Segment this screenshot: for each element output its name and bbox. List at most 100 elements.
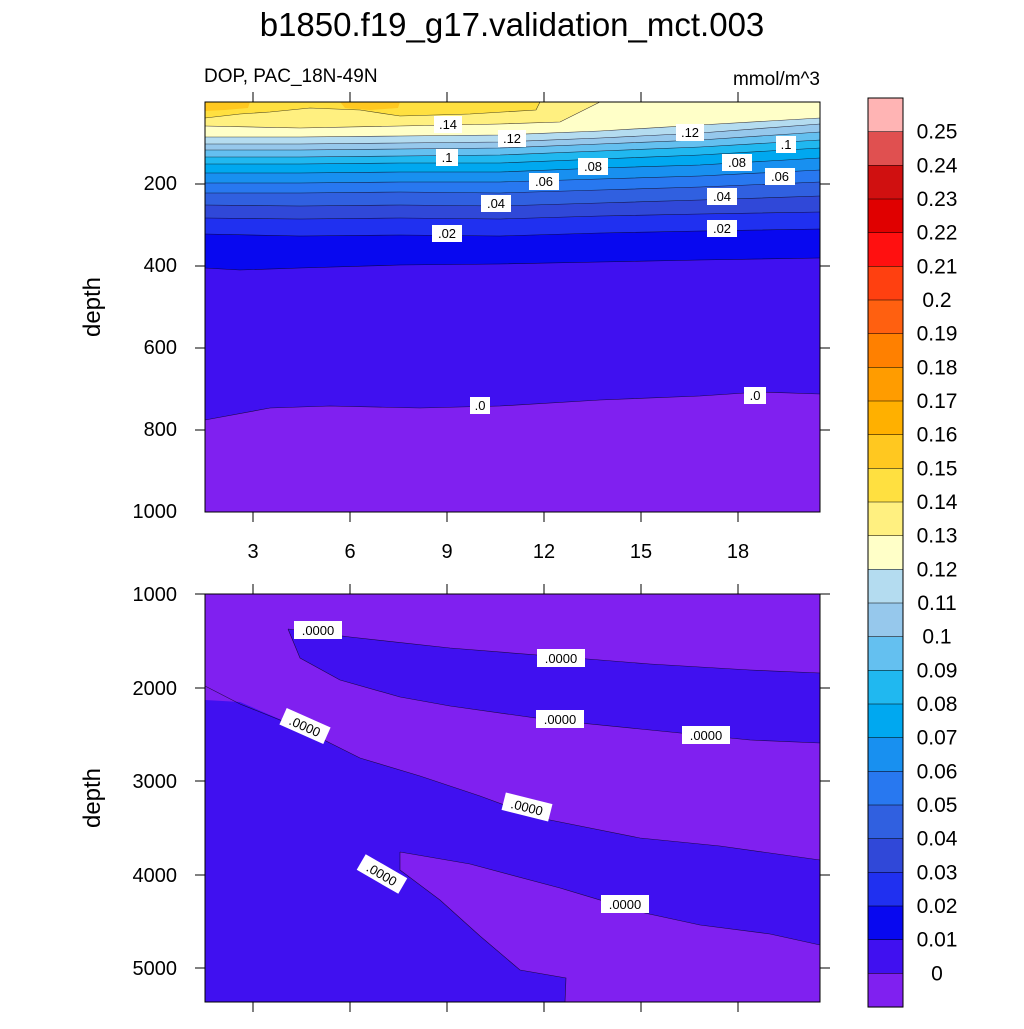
colorbar-label: 0.14 bbox=[917, 491, 958, 514]
ytick-label: 400 bbox=[144, 255, 177, 277]
colorbar-label: 0.06 bbox=[917, 760, 958, 783]
colorbar-label: 0.21 bbox=[917, 255, 958, 278]
colorbar-swatch bbox=[867, 905, 904, 941]
colorbar-label: 0.17 bbox=[917, 390, 958, 413]
svg-text:.1: .1 bbox=[781, 137, 792, 152]
contour-label: .0000 bbox=[294, 621, 342, 639]
ytick-label: 3000 bbox=[133, 771, 178, 793]
top-contour-labels: .14 .12 .12 .1 .1 .08 .08 .06 .06 .04 .0… bbox=[432, 116, 796, 414]
colorbar-swatch bbox=[867, 165, 904, 200]
colorbar-swatch bbox=[867, 266, 904, 301]
band-0.01 bbox=[205, 258, 820, 420]
svg-text:.0: .0 bbox=[750, 388, 761, 403]
colorbar-label: 0 bbox=[931, 962, 943, 985]
ytick-label: 1000 bbox=[133, 501, 178, 523]
colorbar-swatch bbox=[867, 367, 904, 402]
top-axes: depth 200 400 600 800 1000 3 6 9 12 15 1… bbox=[79, 92, 830, 563]
colorbar-swatch bbox=[867, 468, 904, 503]
svg-text:.0000: .0000 bbox=[302, 623, 335, 638]
top-units-label: mmol/m^3 bbox=[733, 69, 820, 90]
colorbar-swatch bbox=[867, 804, 904, 840]
colorbar-label: 0.01 bbox=[917, 929, 958, 952]
chart-title: b1850.f19_g17.validation_mct.003 bbox=[260, 6, 765, 43]
colorbar-swatch bbox=[867, 535, 904, 570]
contour-label: .04 bbox=[481, 195, 511, 212]
colorbar-label: 0.15 bbox=[917, 457, 958, 480]
colorbar-swatch bbox=[867, 333, 904, 368]
band-0.06 bbox=[205, 170, 820, 193]
contour-label: .1 bbox=[436, 149, 458, 166]
band-0.10 bbox=[205, 132, 820, 157]
colorbar-label: 0.16 bbox=[917, 424, 958, 447]
contour-label: .08 bbox=[578, 158, 608, 175]
contour-label: .08 bbox=[722, 154, 752, 171]
colorbar-label: 0.04 bbox=[917, 828, 958, 851]
svg-text:.02: .02 bbox=[713, 221, 731, 236]
contour-label: .0 bbox=[744, 387, 766, 404]
contour-label: .02 bbox=[432, 225, 462, 242]
colorbar-label: 0.05 bbox=[917, 794, 958, 817]
ytick-label: 600 bbox=[144, 337, 177, 359]
svg-text:.06: .06 bbox=[771, 169, 789, 184]
contour-label: .0000 bbox=[682, 726, 730, 744]
band-0.09 bbox=[205, 140, 820, 164]
band-0.02 bbox=[205, 229, 820, 270]
bottom-plot-frame bbox=[204, 593, 821, 1003]
contour-label: .0000 bbox=[537, 649, 585, 667]
contour-label: .1 bbox=[776, 136, 796, 153]
colorbar-swatch bbox=[867, 198, 904, 234]
colorbar-swatch bbox=[867, 838, 904, 873]
svg-text:.0: .0 bbox=[475, 398, 486, 413]
svg-text:.0000: .0000 bbox=[609, 897, 642, 912]
colorbar-label: 0.2 bbox=[922, 289, 951, 312]
bottom-contour-labels: .0000 .0000 .0000 .0000 .0000 .0000 .000… bbox=[279, 621, 730, 913]
band-0.16b bbox=[340, 102, 400, 110]
band-0.03 bbox=[205, 212, 820, 236]
svg-text:.06: .06 bbox=[535, 174, 553, 189]
svg-text:.04: .04 bbox=[713, 189, 731, 204]
svg-text:.04: .04 bbox=[487, 196, 505, 211]
xtick-label: 18 bbox=[727, 541, 749, 563]
contour-label: .06 bbox=[529, 173, 559, 190]
colorbar-label: 0.11 bbox=[917, 592, 956, 615]
colorbar-label: 0.24 bbox=[917, 154, 958, 177]
xtick-label: 6 bbox=[344, 541, 355, 563]
contour-label: .12 bbox=[676, 124, 704, 141]
band-0.16 bbox=[205, 102, 250, 111]
ytick-label: 2000 bbox=[133, 678, 178, 700]
colorbar-swatch bbox=[867, 973, 904, 1008]
colorbar-labels: 0.25 0.24 0.23 0.22 0.21 0.2 0.19 0.18 0.17 0.16 0… bbox=[917, 121, 958, 986]
contour-label: .0000 bbox=[601, 895, 649, 913]
top-left-label: DOP, PAC_18N-49N bbox=[204, 66, 378, 87]
svg-text:.1: .1 bbox=[442, 150, 453, 165]
xtick-label: 3 bbox=[247, 541, 258, 563]
svg-text:.0000: .0000 bbox=[545, 651, 578, 666]
colorbar-label: 0.22 bbox=[917, 222, 958, 245]
bottom-axes: depth 1000 2000 3000 4000 5000 bbox=[79, 584, 830, 1012]
band-0.05 bbox=[205, 182, 820, 206]
bottom-ylabel: depth bbox=[79, 768, 106, 828]
svg-text:.08: .08 bbox=[728, 155, 746, 170]
ytick-label: 4000 bbox=[133, 865, 178, 887]
svg-text:.12: .12 bbox=[681, 125, 699, 140]
colorbar-swatch bbox=[867, 400, 904, 436]
colorbar-swatch bbox=[867, 636, 904, 671]
ytick-label: 200 bbox=[144, 173, 177, 195]
colorbar-label: 0.12 bbox=[917, 558, 958, 581]
colorbar bbox=[867, 97, 904, 1008]
xtick-label: 12 bbox=[533, 541, 555, 563]
colorbar-swatch bbox=[867, 97, 904, 133]
svg-text:.0000: .0000 bbox=[544, 712, 577, 727]
band-0.13 bbox=[205, 102, 820, 137]
colorbar-label: 0.23 bbox=[917, 188, 958, 211]
top-plot-frame bbox=[204, 101, 821, 513]
colorbar-swatch bbox=[867, 501, 904, 537]
colorbar-swatch bbox=[867, 670, 904, 705]
xtick-label: 9 bbox=[441, 541, 452, 563]
lower-band-1 bbox=[288, 629, 820, 743]
contour-label: .0000 bbox=[501, 792, 553, 822]
colorbar-label: 0.07 bbox=[917, 727, 958, 750]
band-0.12 bbox=[205, 118, 820, 144]
lower-band-2 bbox=[205, 700, 820, 1002]
